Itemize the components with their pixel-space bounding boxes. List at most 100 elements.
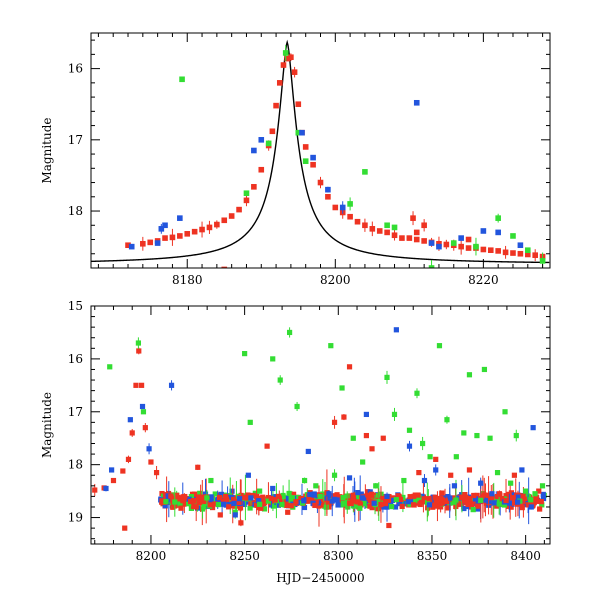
baseline-point xyxy=(357,501,363,507)
data-point-green xyxy=(539,258,546,264)
data-point-red xyxy=(466,467,473,473)
baseline-point xyxy=(378,501,384,508)
data-point-red xyxy=(346,364,353,370)
data-point-red xyxy=(138,382,145,388)
bottom-panel: 8200 8250 8300 8350 8400 15 16 17 18 19 Magnitude H… xyxy=(40,299,551,585)
baseline-point xyxy=(521,501,528,508)
baseline-point xyxy=(439,490,445,496)
baseline-point xyxy=(526,493,532,500)
baseline-point xyxy=(223,493,229,500)
baseline-point xyxy=(207,502,213,508)
data-point-red xyxy=(399,235,405,241)
y-tick-label: 17 xyxy=(68,405,83,419)
baseline-point xyxy=(432,494,438,500)
data-point-green xyxy=(350,435,356,441)
data-point-red xyxy=(110,477,117,484)
baseline-point xyxy=(414,497,420,504)
data-point-green xyxy=(524,247,531,253)
data-point-red xyxy=(369,446,375,452)
data-point-green xyxy=(523,488,529,494)
baseline-point xyxy=(290,491,297,497)
data-point-red xyxy=(410,215,416,221)
data-point-red xyxy=(341,414,347,420)
baseline-point xyxy=(236,499,242,505)
data-point-red xyxy=(195,464,201,470)
baseline-point xyxy=(208,499,214,505)
baseline-point xyxy=(469,504,475,510)
data-point-red xyxy=(214,221,220,228)
data-point-red xyxy=(354,218,361,225)
data-point-blue xyxy=(495,229,501,236)
data-point-red xyxy=(291,69,298,75)
data-point-red xyxy=(433,456,439,462)
axis-frame xyxy=(90,305,551,545)
data-point-red xyxy=(376,228,383,234)
baseline-point xyxy=(196,494,202,500)
data-point-red xyxy=(416,470,422,476)
data-point-red xyxy=(284,55,290,62)
data-point-red xyxy=(285,509,291,515)
data-point-red xyxy=(421,238,427,244)
data-point-red xyxy=(275,493,281,499)
baseline-point xyxy=(358,491,364,497)
baseline-point xyxy=(193,504,199,510)
y-tick-label: 16 xyxy=(68,62,83,76)
baseline-point xyxy=(301,504,308,511)
data-point-green xyxy=(450,240,457,246)
baseline-point xyxy=(231,496,237,503)
baseline-point xyxy=(170,495,176,501)
baseline-point xyxy=(317,493,323,500)
data-point-blue xyxy=(421,477,428,484)
data-point-red xyxy=(199,226,205,233)
data-point-blue xyxy=(251,147,257,154)
data-point-green xyxy=(208,477,214,484)
data-point-green xyxy=(265,140,272,147)
baseline-point xyxy=(460,495,466,501)
data-point-red xyxy=(331,419,338,425)
top-panel: 8180 8200 8220 16 17 18 Magnitude xyxy=(40,32,551,287)
baseline-point xyxy=(453,497,459,503)
data-point-red xyxy=(487,247,494,253)
baseline-point xyxy=(243,499,249,505)
data-point-red xyxy=(406,235,413,241)
baseline-point xyxy=(370,492,376,498)
data-point-blue xyxy=(458,235,464,241)
data-point-blue xyxy=(109,467,115,473)
baseline-point xyxy=(187,498,194,505)
baseline-point xyxy=(226,504,232,510)
baseline-point xyxy=(236,496,243,502)
data-point-blue xyxy=(428,240,435,246)
data-point-green xyxy=(135,340,141,346)
y-tick-label: 18 xyxy=(68,458,83,472)
data-point-blue xyxy=(232,512,238,518)
model-curve xyxy=(91,39,550,264)
baseline-point xyxy=(335,502,341,508)
baseline-point xyxy=(268,495,275,502)
data-point-red xyxy=(480,246,487,253)
baseline-point xyxy=(220,501,227,507)
data-point-blue xyxy=(528,504,534,510)
baseline-point xyxy=(397,496,403,503)
data-point-red xyxy=(153,470,160,476)
data-point-blue xyxy=(158,226,165,232)
baseline-point xyxy=(279,501,285,508)
baseline-point xyxy=(396,493,402,499)
baseline-point xyxy=(361,500,367,507)
baseline-point xyxy=(463,497,469,503)
y-tick-label: 15 xyxy=(68,299,83,313)
data-point-green xyxy=(401,477,407,484)
data-point-red xyxy=(295,101,302,108)
data-point-green xyxy=(257,488,263,494)
data-point-green xyxy=(532,491,538,497)
data-point-red xyxy=(228,213,235,219)
baseline-point xyxy=(297,500,303,506)
baseline-point xyxy=(242,494,248,500)
baseline-point xyxy=(366,495,372,501)
data-point-blue xyxy=(480,228,487,234)
data-point-green xyxy=(406,427,413,433)
data-point-green xyxy=(282,50,289,56)
baseline-point xyxy=(376,498,382,505)
data-point-red xyxy=(258,166,265,173)
data-point-red xyxy=(221,266,228,268)
data-point-blue xyxy=(154,240,161,246)
